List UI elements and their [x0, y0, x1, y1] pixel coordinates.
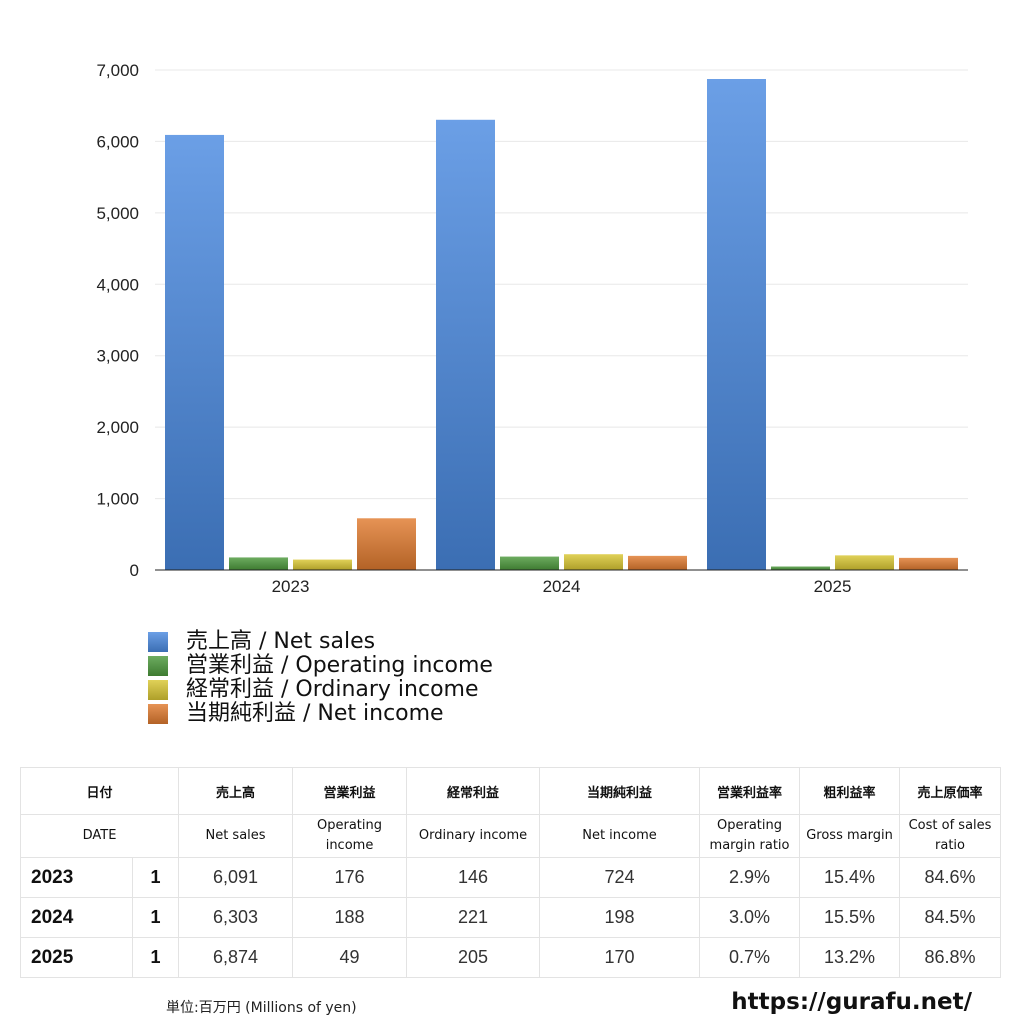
header-row-japanese: 日付 売上高 営業利益 経常利益 当期純利益 営業利益率 粗利益率 売上原価率 [19, 767, 1002, 815]
header-ordinary-income-jp: 経常利益 [406, 767, 541, 815]
bar-2023-series-4 [357, 518, 416, 570]
cell-operating-income: 49 [292, 937, 408, 978]
y-tick-label: 3,000 [96, 347, 139, 366]
header-net-income-en: Net income [539, 814, 701, 858]
y-tick-label: 5,000 [96, 204, 139, 223]
legend-item-net-income: 当期純利益 / Net income [148, 702, 493, 726]
cell-op-margin: 0.7% [699, 937, 801, 978]
y-tick-label: 6,000 [96, 132, 139, 151]
header-net-sales-jp: 売上高 [178, 767, 294, 815]
site-url: https://gurafu.net/ [731, 989, 972, 1015]
legend-swatch [148, 704, 168, 724]
legend-label: 当期純利益 / Net income [186, 701, 444, 726]
cell-cost-ratio: 84.6% [899, 857, 1002, 898]
cell-month: 1 [131, 937, 180, 978]
cell-ordinary-income: 221 [406, 897, 541, 938]
cell-ordinary-income: 205 [406, 937, 541, 978]
cell-op-margin: 2.9% [699, 857, 801, 898]
y-tick-label: 2,000 [96, 418, 139, 437]
legend-item-operating-income: 営業利益 / Operating income [148, 654, 493, 678]
header-cost-ratio-jp: 売上原価率 [899, 767, 1002, 815]
cell-cost-ratio: 84.5% [899, 897, 1002, 938]
header-net-sales-en: Net sales [178, 814, 294, 858]
header-op-margin-en: Operating margin ratio [699, 814, 801, 858]
cell-year: 2025 [20, 937, 133, 978]
cell-gross-margin: 15.4% [799, 857, 901, 898]
header-row-english: DATE Net sales Operating income Ordinary… [19, 814, 1002, 858]
cell-ordinary-income: 146 [406, 857, 541, 898]
bar-2025-series-3 [835, 555, 894, 570]
cell-month: 1 [131, 897, 180, 938]
legend-swatch [148, 656, 168, 676]
cell-operating-income: 188 [292, 897, 408, 938]
cell-op-margin: 3.0% [699, 897, 801, 938]
cell-cost-ratio: 86.8% [899, 937, 1002, 978]
bar-2024-series-4 [628, 555, 687, 570]
legend-swatch [148, 632, 168, 652]
bar-2023-series-3 [293, 559, 352, 570]
cell-year: 2023 [20, 857, 133, 898]
bar-chart: 0 1,000 2,000 3,000 4,000 5,000 6,000 7,000 202… [96, 61, 968, 596]
bar-2025-series-4 [899, 557, 958, 570]
y-tick-label: 1,000 [96, 490, 139, 509]
x-axis-ticks: 2023 2024 2025 [272, 577, 852, 596]
header-date-en: DATE [19, 814, 180, 858]
cell-net-income: 724 [539, 857, 701, 898]
bar-2023-series-1 [165, 134, 224, 570]
legend-label: 営業利益 / Operating income [186, 653, 493, 678]
legend-item-ordinary-income: 経常利益 / Ordinary income [148, 678, 493, 702]
table-row: 2023 1 6,091 176 146 724 2.9% 15.4% 84.6… [20, 857, 1002, 898]
cell-net-sales: 6,874 [178, 937, 294, 978]
cell-gross-margin: 13.2% [799, 937, 901, 978]
cell-operating-income: 176 [292, 857, 408, 898]
legend-label: 経常利益 / Ordinary income [186, 677, 479, 702]
bar-2025-series-1 [707, 79, 766, 570]
header-operating-income-jp: 営業利益 [292, 767, 408, 815]
bar-2025-series-2 [771, 566, 830, 570]
legend: 売上高 / Net sales 営業利益 / Operating income … [148, 630, 493, 726]
x-tick-label: 2024 [543, 577, 581, 596]
x-tick-label: 2023 [272, 577, 310, 596]
cell-net-income: 198 [539, 897, 701, 938]
header-gross-margin-jp: 粗利益率 [799, 767, 901, 815]
bar-2024-series-1 [436, 119, 495, 571]
header-net-income-jp: 当期純利益 [539, 767, 701, 815]
bar-2024-series-2 [500, 556, 559, 570]
bar-2024-series-3 [564, 554, 623, 570]
header-date-jp: 日付 [19, 767, 180, 815]
y-tick-label: 0 [130, 561, 139, 580]
legend-swatch [148, 680, 168, 700]
y-tick-label: 4,000 [96, 275, 139, 294]
legend-item-net-sales: 売上高 / Net sales [148, 630, 493, 654]
bars [165, 79, 958, 571]
cell-gross-margin: 15.5% [799, 897, 901, 938]
header-cost-ratio-en: Cost of sales ratio [899, 814, 1002, 858]
header-op-margin-jp: 営業利益率 [699, 767, 801, 815]
header-operating-income-en: Operating income [292, 814, 408, 858]
cell-net-sales: 6,303 [178, 897, 294, 938]
cell-net-income: 170 [539, 937, 701, 978]
cell-year: 2024 [20, 897, 133, 938]
table-row: 2024 1 6,303 188 221 198 3.0% 15.5% 84.5… [20, 897, 1002, 938]
table-row: 2025 1 6,874 49 205 170 0.7% 13.2% 86.8% [20, 937, 1002, 978]
y-tick-label: 7,000 [96, 61, 139, 80]
header-ordinary-income-en: Ordinary income [406, 814, 541, 858]
grid-lines [155, 69, 968, 500]
x-tick-label: 2025 [814, 577, 852, 596]
financial-data-table: 日付 売上高 営業利益 経常利益 当期純利益 営業利益率 粗利益率 売上原価率 … [19, 767, 1002, 978]
cell-month: 1 [131, 857, 180, 898]
bar-2023-series-2 [229, 557, 288, 570]
y-axis-ticks: 0 1,000 2,000 3,000 4,000 5,000 6,000 7,000 [96, 61, 139, 580]
header-gross-margin-en: Gross margin [799, 814, 901, 858]
legend-label: 売上高 / Net sales [186, 629, 376, 654]
cell-net-sales: 6,091 [178, 857, 294, 898]
unit-note: 単位:百万円 (Millions of yen) [166, 1000, 357, 1016]
